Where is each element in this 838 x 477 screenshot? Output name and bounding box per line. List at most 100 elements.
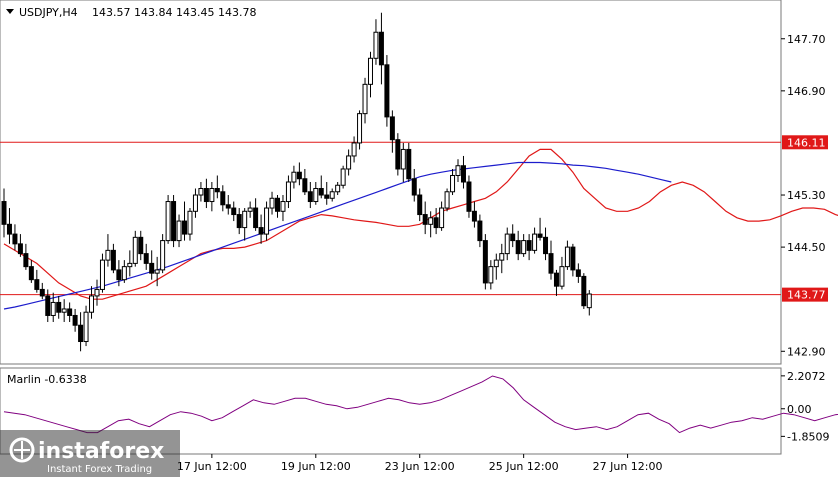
candle	[209, 182, 215, 212]
candle	[411, 168, 417, 202]
watermark-tagline: Instant Forex Trading	[47, 464, 152, 475]
price-tag	[782, 287, 828, 302]
candle	[362, 77, 368, 124]
candle	[389, 110, 395, 153]
candle	[264, 201, 270, 241]
candle	[56, 295, 62, 319]
candle	[422, 201, 428, 235]
candle	[1, 188, 7, 238]
candle	[116, 260, 122, 287]
candle	[39, 282, 45, 300]
candle	[220, 185, 226, 212]
horizontal-lines	[0, 141, 781, 296]
symbol-label: USDJPY,H4	[19, 6, 78, 19]
instaforex-logo-icon	[9, 437, 35, 463]
candle	[324, 182, 330, 205]
candle	[455, 159, 461, 182]
candle	[395, 133, 401, 176]
price-tag	[782, 135, 828, 150]
candle	[553, 269, 559, 296]
indicator-tick-label: -1.8509	[787, 430, 829, 443]
price-tick-label: 146.90	[787, 85, 826, 98]
candle	[72, 308, 78, 332]
candle	[89, 286, 95, 319]
candle	[460, 155, 466, 189]
candle	[504, 227, 510, 261]
candle	[28, 260, 34, 283]
candle	[400, 142, 406, 182]
candle	[127, 250, 133, 277]
candle	[406, 142, 412, 182]
price-tick-label: 147.70	[787, 33, 826, 46]
candle	[12, 224, 18, 251]
candle	[570, 243, 576, 277]
candle	[559, 256, 565, 290]
candle	[291, 165, 297, 189]
oscillator-line	[3, 375, 838, 434]
candle	[154, 256, 160, 287]
candle	[433, 208, 439, 235]
candle	[187, 208, 193, 241]
candle	[45, 289, 51, 322]
candle	[171, 195, 177, 248]
candle	[586, 290, 592, 316]
candle	[160, 234, 166, 274]
candle	[99, 253, 105, 293]
candle	[444, 188, 450, 212]
candle	[471, 201, 477, 228]
candle	[105, 234, 111, 267]
candle	[34, 269, 40, 293]
candle	[242, 208, 248, 241]
candle	[67, 302, 73, 322]
indicator-tick-label: 2.2072	[787, 370, 826, 383]
candle	[296, 162, 302, 186]
candle	[477, 214, 483, 248]
candle	[510, 224, 516, 248]
candle	[165, 195, 171, 244]
candle	[121, 260, 127, 283]
candle	[367, 51, 373, 98]
candle	[439, 201, 445, 231]
candle	[428, 211, 434, 238]
candle	[537, 217, 543, 241]
candle	[335, 182, 341, 196]
candle	[23, 243, 29, 270]
candle	[94, 279, 100, 306]
candle	[346, 149, 352, 176]
candle	[110, 243, 116, 274]
candle	[192, 188, 198, 218]
candle	[132, 230, 138, 267]
candle	[548, 240, 554, 280]
price-panel	[0, 0, 782, 365]
candle	[357, 110, 363, 150]
candle	[450, 168, 456, 196]
candle	[482, 234, 488, 290]
candle	[280, 195, 286, 222]
candle	[50, 292, 56, 322]
candle	[198, 182, 204, 202]
candle	[373, 19, 379, 65]
candle	[236, 208, 242, 235]
price-tick-label: 145.30	[787, 189, 826, 202]
watermark: instaforex Instant Forex Trading	[0, 430, 180, 477]
price-axis: 147.70 146.90 146.11 145.30 144.50 143.77 142.…	[781, 33, 828, 358]
indicator-axis: 2.2072 0.00 -1.8509	[781, 370, 829, 443]
candle	[532, 227, 538, 254]
time-tick-label: 19 Jun 12:00	[281, 460, 351, 473]
candle	[214, 175, 220, 199]
candle	[6, 208, 12, 244]
time-tick-label: 25 Jun 12:00	[489, 460, 559, 473]
candle	[17, 234, 23, 257]
price-tick-label: 143.77	[787, 289, 826, 302]
price-tick-label: 142.90	[787, 345, 826, 358]
candle	[269, 191, 275, 215]
indicator-tick-label: 0.00	[787, 403, 812, 416]
candle	[302, 168, 308, 196]
candle	[285, 175, 291, 209]
candle	[581, 273, 587, 309]
candle	[138, 230, 144, 261]
slow-ma-line	[3, 161, 672, 310]
menu-triangle-icon[interactable]	[6, 9, 14, 14]
candle	[225, 195, 231, 215]
